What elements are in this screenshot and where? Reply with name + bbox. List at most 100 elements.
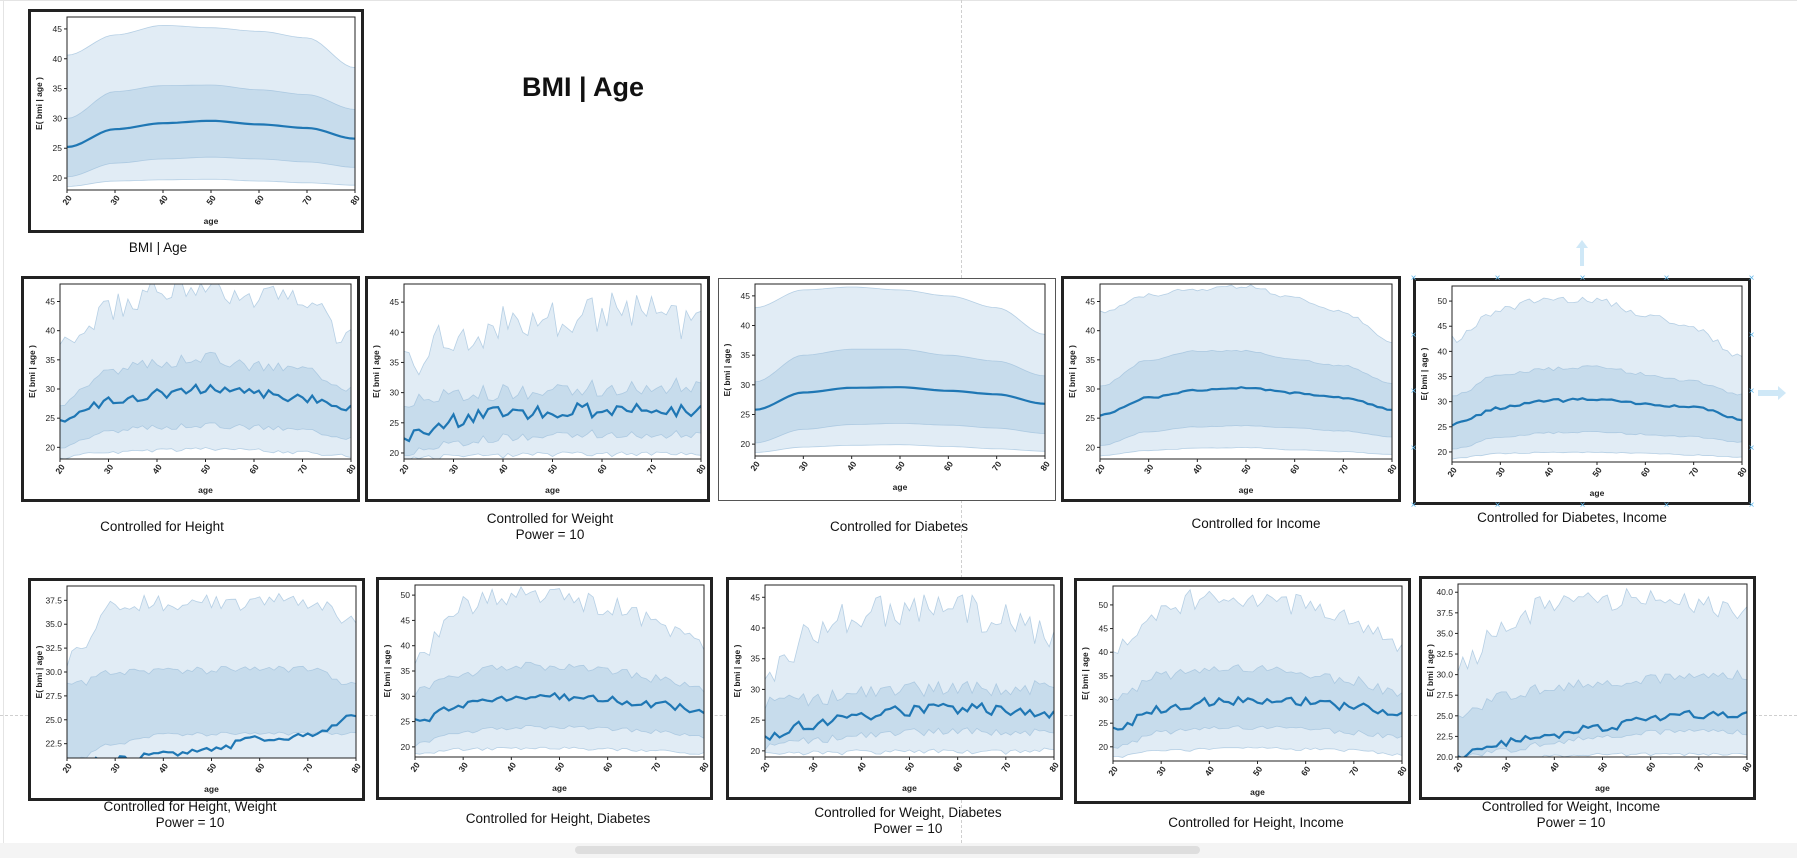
resize-up-arrow-icon[interactable] xyxy=(1576,240,1588,266)
resize-handle-icon[interactable]: × xyxy=(1579,500,1586,511)
resize-handle-icon[interactable]: × xyxy=(1748,500,1755,511)
y-tick-label: 45 xyxy=(390,297,400,307)
resize-handle-icon[interactable]: × xyxy=(1748,330,1755,341)
chart-card-income[interactable]: 20 25 30 35 40 45 20 30 40 50 60 70 80 age E( bmi | ag… xyxy=(1061,276,1401,502)
mean-line xyxy=(415,691,704,723)
y-tick-label: 40 xyxy=(1099,647,1109,657)
resize-handle-icon[interactable]: × xyxy=(1494,273,1501,284)
band-edge xyxy=(1452,296,1742,357)
canvas-left-edge xyxy=(3,0,4,845)
y-tick-label: 20 xyxy=(401,742,411,752)
x-tick-label: 20 xyxy=(397,462,411,476)
chart-card-main[interactable]: 20 25 30 35 40 45 20 30 40 50 60 70 80 age E( bmi | ag… xyxy=(28,9,364,233)
y-tick-label: 40.0 xyxy=(1436,587,1453,597)
resize-handle-icon[interactable]: × xyxy=(1748,443,1755,454)
x-tick-label: 30 xyxy=(806,760,820,774)
chart-card-diabetes[interactable]: 20 25 30 35 40 45 20 30 40 50 60 70 80 age E( bmi | ag… xyxy=(718,278,1056,501)
x-tick-label: 30 xyxy=(1154,764,1168,778)
x-tick-label: 80 xyxy=(1047,760,1060,774)
x-tick-label: 30 xyxy=(1494,465,1508,479)
y-axis-label: E( bmi | age ) xyxy=(722,343,732,396)
y-tick-label: 35 xyxy=(401,666,411,676)
chart-card-height-income[interactable]: 20 25 30 35 40 45 50 20 30 40 50 60 70 80 age E( bmi | … xyxy=(1074,578,1411,804)
chart-card-height[interactable]: 20 25 30 35 40 45 20 30 40 50 60 70 80 age E( bmi | ag… xyxy=(21,276,360,502)
chart-svg-height: 20 25 30 35 40 45 20 30 40 50 60 70 80 age E( bmi | ag… xyxy=(27,283,357,495)
x-tick-label: 40 xyxy=(157,761,171,775)
band-edge xyxy=(765,594,1054,683)
x-tick-label: 20 xyxy=(60,193,74,207)
chart-svg-weight-income: 20.0 22.5 25.0 27.5 30.0 32.5 35.0 37.5 40.0 20 30… xyxy=(1425,583,1753,793)
x-tick-label: 70 xyxy=(296,462,310,476)
x-tick-label: 20 xyxy=(1093,462,1107,476)
mean-line xyxy=(94,714,356,758)
x-tick-label: 50 xyxy=(893,459,907,473)
y-tick-label: 40 xyxy=(401,641,411,651)
chart-card-height-diabetes[interactable]: 20 25 30 35 40 45 50 20 30 40 50 60 70 80 age E( bmi | … xyxy=(376,577,713,800)
y-tick-label: 45 xyxy=(751,592,761,602)
chart-card-diabetes-income[interactable]: 20 25 30 35 40 45 50 20 30 40 50 60 70 80 age E( bmi | … xyxy=(1413,278,1751,505)
x-tick-label: 60 xyxy=(595,462,609,476)
resize-handle-icon[interactable]: × xyxy=(1410,386,1417,397)
y-tick-label: 37.5 xyxy=(1436,608,1453,618)
y-axis-label: E( bmi | age ) xyxy=(732,644,742,697)
band-edge xyxy=(755,444,1045,453)
x-tick-label: 20 xyxy=(1445,465,1459,479)
y-tick-label: 30 xyxy=(46,384,56,394)
x-tick-label: 30 xyxy=(1142,462,1156,476)
band-edge xyxy=(67,84,355,119)
inner-band xyxy=(67,85,355,177)
caption-line: Controlled for Diabetes xyxy=(829,519,969,534)
band-edge xyxy=(1113,588,1402,655)
resize-handle-icon[interactable]: × xyxy=(1494,500,1501,511)
resize-handle-icon[interactable]: × xyxy=(1748,386,1755,397)
x-tick-label: 20 xyxy=(1106,764,1120,778)
resize-handle-icon[interactable]: × xyxy=(1410,273,1417,284)
band-edge xyxy=(1458,669,1747,719)
chart-svg-diabetes: 20 25 30 35 40 45 20 30 40 50 60 70 80 age E( bmi | ag… xyxy=(722,283,1051,492)
resize-handle-icon[interactable]: × xyxy=(1410,330,1417,341)
x-tick-label: 40 xyxy=(505,760,519,774)
x-tick-label: 70 xyxy=(990,459,1004,473)
resize-right-arrow-icon[interactable] xyxy=(1758,386,1786,400)
x-axis-label: age xyxy=(204,216,219,226)
band-edge xyxy=(1458,587,1747,673)
y-tick-label: 20 xyxy=(1086,442,1096,452)
x-tick-label: 20 xyxy=(408,760,422,774)
y-tick-label: 40 xyxy=(1086,326,1096,336)
caption-line: Controlled for Weight, Income xyxy=(1481,799,1661,814)
resize-handle-icon[interactable]: × xyxy=(1410,443,1417,454)
chart-card-weight-income[interactable]: 20.0 22.5 25.0 27.5 30.0 32.5 35.0 37.5 40.0 20 30… xyxy=(1419,576,1756,800)
chart-card-weight-diabetes[interactable]: 20 25 30 35 40 45 20 30 40 50 60 70 80 age E( bmi | ag… xyxy=(726,577,1063,800)
y-tick-label: 25.0 xyxy=(45,715,62,725)
resize-handle-icon[interactable]: × xyxy=(1663,273,1670,284)
band-edge xyxy=(1452,430,1742,450)
y-tick-label: 35 xyxy=(1099,671,1109,681)
resize-handle-icon[interactable]: × xyxy=(1410,500,1417,511)
x-tick-label: 50 xyxy=(1590,465,1604,479)
chart-card-weight[interactable]: 20 25 30 35 40 45 20 30 40 50 60 70 80 age E( bmi | ag… xyxy=(365,276,710,502)
x-tick-label: 50 xyxy=(1596,760,1610,774)
x-tick-label: 70 xyxy=(1692,760,1706,774)
x-axis-label: age xyxy=(1239,485,1254,495)
band-edge xyxy=(60,447,351,459)
chart-card-height-weight[interactable]: 22.5 25.0 27.5 30.0 32.5 35.0 37.5 20 30 40 50 60 70… xyxy=(28,578,365,801)
x-tick-label: 20 xyxy=(60,761,74,775)
mean-line xyxy=(60,383,351,423)
y-tick-label: 45 xyxy=(46,297,56,307)
chart-caption-height: Controlled for Height xyxy=(100,519,224,535)
y-tick-label: 20 xyxy=(46,442,56,452)
resize-handle-icon[interactable]: × xyxy=(1663,500,1670,511)
resize-handle-icon[interactable]: × xyxy=(1579,273,1586,284)
mean-line xyxy=(755,386,1045,411)
scrollbar-thumb[interactable] xyxy=(575,846,1200,854)
x-tick-label: 60 xyxy=(951,760,965,774)
x-tick-label: 30 xyxy=(102,462,116,476)
y-tick-label: 27.5 xyxy=(45,691,62,701)
x-axis-label: age xyxy=(893,482,908,492)
band-edge xyxy=(1100,424,1392,446)
band-edge xyxy=(409,451,701,459)
resize-handle-icon[interactable]: × xyxy=(1748,273,1755,284)
y-axis-label: E( bmi | age ) xyxy=(27,345,37,398)
band-edge xyxy=(67,592,356,667)
caption-line: Controlled for Height, Weight xyxy=(103,799,277,814)
